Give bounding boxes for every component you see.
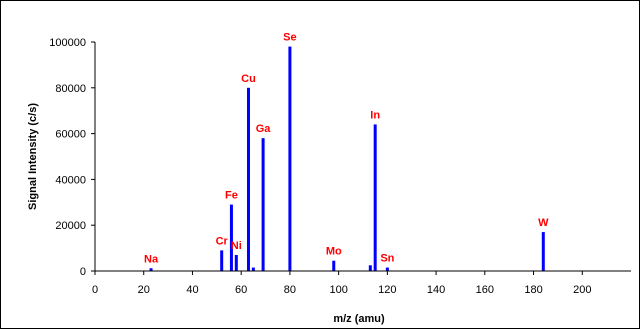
element-label: Ni	[231, 240, 242, 252]
x-tick-label: 100	[329, 284, 347, 296]
peak-bar	[149, 268, 153, 271]
peak-bar	[332, 260, 336, 271]
peak-bar	[229, 204, 233, 271]
element-labels: Na Cr Fe Ni Cu Ga Se Mo In Sn W	[144, 32, 549, 266]
peak-bar	[288, 46, 292, 271]
peak-bar	[385, 267, 389, 271]
x-tick-label: 140	[427, 284, 445, 296]
element-label: Na	[144, 253, 159, 265]
y-tick-label: 20000	[55, 220, 86, 232]
element-label: Cr	[216, 235, 229, 247]
x-tick-label: 160	[476, 284, 494, 296]
element-label: Fe	[225, 190, 238, 202]
peak-bar	[234, 254, 238, 271]
x-tick-label: 180	[524, 284, 542, 296]
x-tick-label: 0	[92, 284, 98, 296]
y-tick-label: 0	[80, 266, 86, 278]
peak-bar	[261, 138, 265, 271]
x-tick-label: 20	[138, 284, 150, 296]
peak-bar	[246, 87, 250, 271]
element-label: Se	[283, 32, 296, 44]
x-tick-label: 200	[573, 284, 591, 296]
bars	[149, 46, 545, 271]
y-axis-title: Signal Intensity (c/s)	[27, 103, 39, 210]
element-label: Cu	[241, 73, 256, 85]
y-tick-label: 80000	[55, 83, 86, 95]
x-tick-label: 40	[186, 284, 198, 296]
x-axis-title: m/z (amu)	[333, 313, 385, 325]
x-axis-ticks: 0 20 40 60 80 100 120 140 160 180 200	[92, 271, 591, 296]
peak-bar	[373, 124, 377, 271]
y-axis-ticks: 0 20000 40000 60000 80000 100000	[49, 37, 95, 278]
element-label: Sn	[380, 253, 394, 265]
peak-bar	[251, 267, 255, 271]
x-tick-label: 80	[284, 284, 296, 296]
element-label: Mo	[326, 246, 342, 258]
element-label: In	[370, 109, 380, 121]
peak-bar	[368, 265, 372, 271]
x-tick-label: 60	[235, 284, 247, 296]
y-tick-label: 100000	[49, 37, 86, 49]
peak-bar	[541, 232, 545, 271]
peak-bar	[220, 250, 224, 271]
y-tick-label: 60000	[55, 129, 86, 141]
y-tick-label: 40000	[55, 174, 86, 186]
x-tick-label: 120	[378, 284, 396, 296]
element-label: Ga	[256, 123, 272, 135]
element-label: W	[538, 217, 549, 229]
